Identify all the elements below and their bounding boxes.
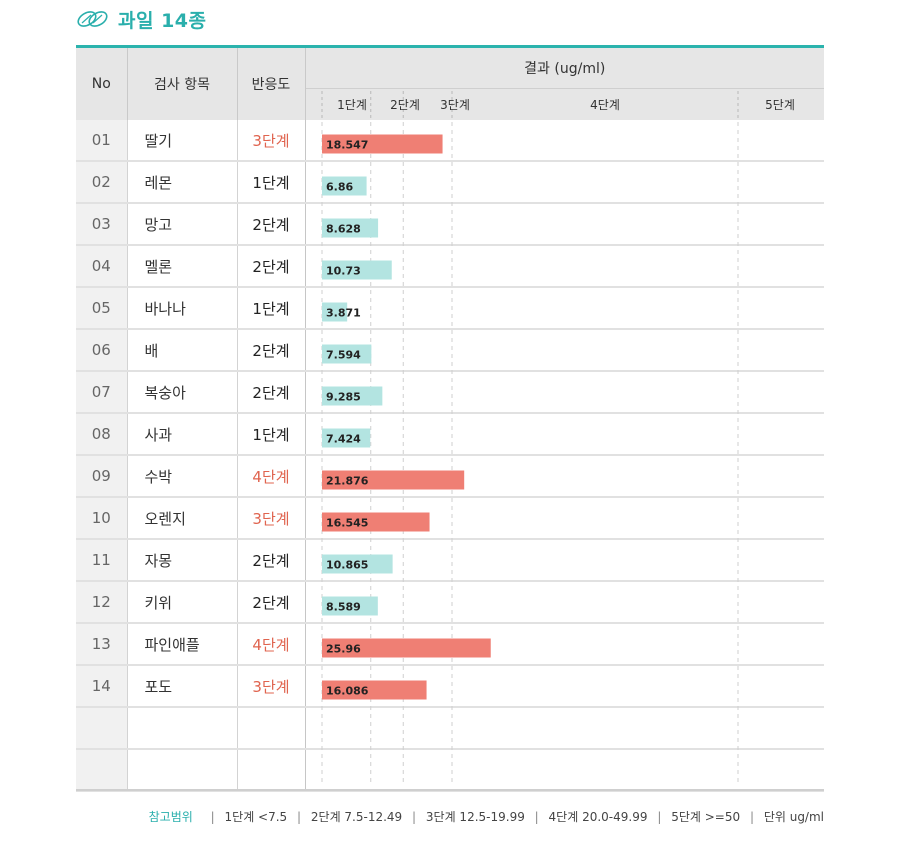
table-row: 04 멜론 2단계 [76, 245, 824, 288]
table-row: 13 파인애플 4단계 [76, 623, 824, 666]
twin-leaf-logo-icon [77, 11, 108, 27]
reaction-level: 2단계 [237, 245, 306, 288]
test-item-name: 망고 [127, 203, 238, 246]
reaction-level: 1단계 [237, 287, 306, 330]
test-item-name: 딸기 [127, 120, 238, 162]
stage-header-row [305, 87, 824, 120]
table-row: 12 키위 2단계 [76, 581, 824, 624]
result-cell [305, 497, 824, 540]
result-cell [305, 287, 824, 330]
table-row: 02 레몬 1단계 [76, 161, 824, 204]
result-cell [305, 623, 824, 666]
reaction-level: 1단계 [237, 161, 306, 204]
table-row: 01 딸기 3단계 [76, 120, 824, 162]
reaction-level: 1단계 [237, 413, 306, 456]
result-cell [305, 329, 824, 372]
test-item-name: 바나나 [127, 287, 238, 330]
reaction-level: 2단계 [237, 371, 306, 414]
table-bottom-line [76, 789, 824, 791]
row-number [76, 749, 128, 792]
row-number: 02 [76, 161, 128, 204]
result-cell [305, 581, 824, 624]
table-row: 03 망고 2단계 [76, 203, 824, 246]
reaction-level: 2단계 [237, 329, 306, 372]
test-item-name: 사과 [127, 413, 238, 456]
col-header-no: No [76, 48, 128, 120]
col-header-item: 검사 항목 [127, 48, 238, 120]
reaction-level: 2단계 [237, 203, 306, 246]
allergy-result-table: No 검사 항목 반응도 결과 (ug/ml) 01 딸기 3단계 02 레몬 1단계 03… [76, 48, 824, 792]
row-number [76, 707, 128, 750]
test-item-name [127, 749, 238, 792]
table-row: 11 자몽 2단계 [76, 539, 824, 582]
test-item-name: 포도 [127, 665, 238, 708]
row-number: 14 [76, 665, 128, 708]
table-row: 14 포도 3단계 [76, 665, 824, 708]
section-header: 과일 14종 [76, 6, 207, 32]
range-stage-2: 2단계 7.5-12.49 [310, 810, 403, 824]
reaction-level: 2단계 [237, 539, 306, 582]
result-cell [305, 245, 824, 288]
test-item-name: 레몬 [127, 161, 238, 204]
reference-range-footer: 참고범위 | 1단계 <7.5 | 2단계 7.5-12.49 | 3단계 12… [148, 810, 824, 824]
table-row: 08 사과 1단계 [76, 413, 824, 456]
result-cell [305, 749, 824, 792]
reaction-level: 3단계 [237, 497, 306, 540]
reaction-level [237, 749, 306, 792]
table-row: 07 복숭아 2단계 [76, 371, 824, 414]
reaction-level [237, 707, 306, 750]
reaction-level: 4단계 [237, 455, 306, 498]
table-row: 06 배 2단계 [76, 329, 824, 372]
test-item-name: 복숭아 [127, 371, 238, 414]
col-header-result: 결과 (ug/ml) [305, 48, 824, 88]
test-item-name: 멜론 [127, 245, 238, 288]
result-cell [305, 455, 824, 498]
table-row: 05 바나나 1단계 [76, 287, 824, 330]
reaction-level: 3단계 [237, 665, 306, 708]
test-item-name: 키위 [127, 581, 238, 624]
result-cell [305, 707, 824, 750]
row-number: 12 [76, 581, 128, 624]
table-row: 09 수박 4단계 [76, 455, 824, 498]
row-number: 13 [76, 623, 128, 666]
top-accent-line [76, 45, 824, 48]
range-stage-1: 1단계 <7.5 [224, 810, 288, 824]
row-number: 07 [76, 371, 128, 414]
range-stage-4: 4단계 20.0-49.99 [548, 810, 648, 824]
row-number: 11 [76, 539, 128, 582]
test-item-name: 오렌지 [127, 497, 238, 540]
row-number: 05 [76, 287, 128, 330]
test-item-name: 자몽 [127, 539, 238, 582]
table-row: 10 오렌지 3단계 [76, 497, 824, 540]
test-item-name: 배 [127, 329, 238, 372]
section-title: 과일 14종 [118, 9, 207, 32]
result-cell [305, 161, 824, 204]
reaction-level: 2단계 [237, 581, 306, 624]
result-cell [305, 539, 824, 582]
range-stage-3: 3단계 12.5-19.99 [425, 810, 525, 824]
test-item-name [127, 707, 238, 750]
row-number: 03 [76, 203, 128, 246]
reaction-level: 4단계 [237, 623, 306, 666]
empty-row [76, 749, 824, 792]
empty-row [76, 707, 824, 750]
range-stage-5: 5단계 >=50 [671, 810, 741, 824]
result-cell [305, 665, 824, 708]
result-cell [305, 203, 824, 246]
row-number: 06 [76, 329, 128, 372]
row-number: 09 [76, 455, 128, 498]
range-unit: 단위 ug/ml [763, 810, 824, 824]
reference-label: 참고범위 [148, 810, 193, 824]
col-header-level: 반응도 [237, 48, 306, 120]
test-item-name: 파인애플 [127, 623, 238, 666]
result-cell [305, 120, 824, 162]
row-number: 10 [76, 497, 128, 540]
reaction-level: 3단계 [237, 120, 306, 162]
result-cell [305, 413, 824, 456]
test-item-name: 수박 [127, 455, 238, 498]
row-number: 01 [76, 120, 128, 162]
result-cell [305, 371, 824, 414]
row-number: 04 [76, 245, 128, 288]
row-number: 08 [76, 413, 128, 456]
